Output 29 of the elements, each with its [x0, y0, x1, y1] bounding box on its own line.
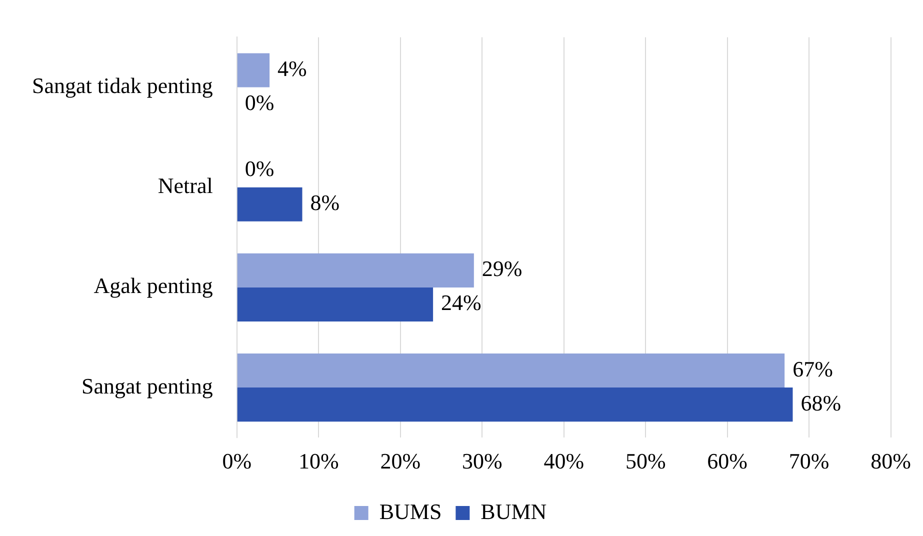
y-tick-label: Sangat tidak penting — [32, 73, 213, 98]
x-tick-label: 50% — [625, 448, 666, 474]
x-tick-label: 20% — [380, 448, 421, 474]
data-label: 8% — [310, 190, 340, 216]
y-tick-label: Agak penting — [94, 273, 213, 298]
data-label: 67% — [792, 356, 833, 382]
x-tick-label: 70% — [788, 448, 830, 474]
legend-label: BUMS — [379, 498, 442, 524]
y-tick-label: Netral — [158, 173, 213, 198]
x-tick-label: 0% — [222, 448, 252, 474]
data-label: 29% — [482, 256, 522, 282]
y-tick-label: Sangat penting — [81, 373, 213, 398]
x-tick-label: 10% — [298, 448, 339, 474]
data-label: 0% — [244, 156, 274, 182]
x-tick-label: 60% — [707, 448, 748, 474]
legend-label: BUMN — [480, 498, 547, 524]
data-label: 4% — [278, 56, 307, 82]
bar — [237, 354, 785, 388]
x-tick-label: 30% — [462, 448, 502, 474]
data-label: 24% — [441, 290, 482, 316]
bar — [237, 187, 302, 222]
bar — [237, 253, 474, 288]
data-label: 0% — [244, 90, 274, 116]
x-tick-label: 80% — [870, 448, 911, 474]
data-label: 68% — [800, 390, 842, 416]
bar — [237, 388, 793, 422]
bar — [237, 53, 270, 88]
x-tick-label: 40% — [544, 448, 584, 474]
bar — [237, 287, 434, 322]
